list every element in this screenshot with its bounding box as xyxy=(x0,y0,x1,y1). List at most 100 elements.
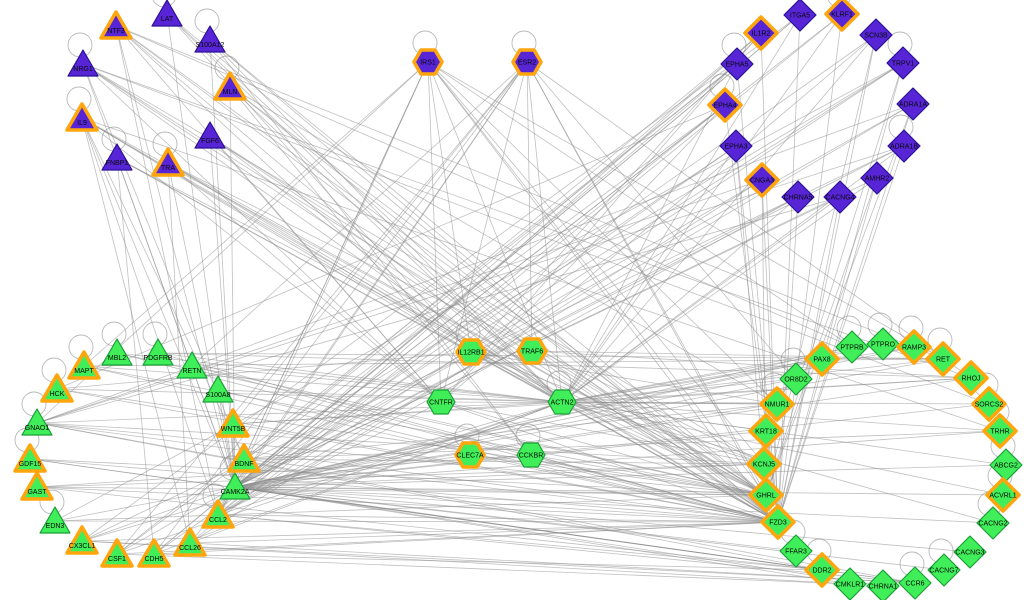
node-CLEC7A[interactable]: CLEC7A xyxy=(454,441,486,469)
purple-diamond-node-shape[interactable] xyxy=(707,87,743,123)
purple-diamond-node-shape[interactable] xyxy=(886,46,920,80)
node-CHRNA5[interactable]: CHRNA5 xyxy=(781,180,815,214)
node-RET[interactable]: RET xyxy=(925,341,961,377)
green-diamond-node-shape[interactable] xyxy=(925,341,961,377)
green-diamond-node-shape[interactable] xyxy=(779,534,813,568)
green-triangle-node-shape[interactable] xyxy=(201,499,235,529)
purple-triangle-node-shape[interactable] xyxy=(151,0,183,27)
node-CNGA3[interactable]: CNGA3 xyxy=(744,162,780,198)
green-diamond-node-shape[interactable] xyxy=(804,552,840,588)
node-EPHA3[interactable]: EPHA3 xyxy=(719,129,753,163)
green-diamond-node-shape[interactable] xyxy=(898,566,932,600)
green-triangle-node-shape[interactable] xyxy=(216,408,250,438)
purple-diamond-node-shape[interactable] xyxy=(744,162,780,198)
green-triangle-node-shape[interactable] xyxy=(13,443,47,473)
node-ACVRL1[interactable]: ACVRL1 xyxy=(985,477,1021,513)
purple-diamond-node-shape[interactable] xyxy=(823,180,857,214)
green-triangle-node-shape[interactable] xyxy=(219,472,251,500)
purple-triangle-node-shape[interactable] xyxy=(151,147,185,177)
purple-diamond-node-shape[interactable] xyxy=(824,0,860,32)
node-AMHR2[interactable]: AMHR2 xyxy=(860,161,894,195)
green-triangle-node-shape[interactable] xyxy=(21,408,53,436)
green-diamond-node-shape[interactable] xyxy=(989,448,1023,482)
node-CACNG3[interactable]: CACNG3 xyxy=(953,535,987,569)
green-triangle-node-shape[interactable] xyxy=(137,538,171,568)
purple-diamond-node-shape[interactable] xyxy=(743,15,779,51)
purple-triangle-node-shape[interactable] xyxy=(67,49,99,77)
green-triangle-node-shape[interactable] xyxy=(40,373,74,403)
green-triangle-node-shape[interactable] xyxy=(67,350,101,380)
green-diamond-node-shape[interactable] xyxy=(748,413,784,449)
green-hexagon-node-shape[interactable] xyxy=(426,389,456,415)
purple-diamond-node-shape[interactable] xyxy=(896,87,930,121)
green-triangle-node-shape[interactable] xyxy=(39,506,71,534)
purple-triangle-node-shape[interactable] xyxy=(213,71,247,101)
node-CCKBR[interactable]: CCKBR xyxy=(516,442,546,468)
green-hexagon-node-shape[interactable] xyxy=(516,337,548,365)
node-CHRNA1[interactable]: CHRNA1 xyxy=(866,569,900,600)
green-diamond-node-shape[interactable] xyxy=(804,341,840,377)
node-FGF6[interactable]: FGF6 xyxy=(194,121,226,149)
node-PAX8[interactable]: PAX8 xyxy=(804,341,840,377)
purple-diamond-node-shape[interactable] xyxy=(859,18,893,52)
node-SCN3B[interactable]: SCN3B xyxy=(859,18,893,52)
node-ABCG2[interactable]: ABCG2 xyxy=(989,448,1023,482)
node-TRPV1[interactable]: TRPV1 xyxy=(886,46,920,80)
purple-triangle-node-shape[interactable] xyxy=(101,143,133,171)
green-diamond-node-shape[interactable] xyxy=(953,360,989,396)
green-diamond-node-shape[interactable] xyxy=(866,569,900,600)
green-diamond-node-shape[interactable] xyxy=(976,506,1010,540)
green-diamond-node-shape[interactable] xyxy=(779,362,813,396)
node-FFAR3[interactable]: FFAR3 xyxy=(779,534,813,568)
green-diamond-node-shape[interactable] xyxy=(896,329,932,365)
green-triangle-node-shape[interactable] xyxy=(20,471,54,501)
purple-diamond-node-shape[interactable] xyxy=(719,129,753,163)
green-triangle-node-shape[interactable] xyxy=(173,527,207,557)
green-diamond-node-shape[interactable] xyxy=(971,386,1007,422)
green-diamond-node-shape[interactable] xyxy=(982,413,1018,449)
green-triangle-node-shape[interactable] xyxy=(202,375,234,403)
node-TRAF6[interactable]: TRAF6 xyxy=(516,337,548,365)
green-triangle-node-shape[interactable] xyxy=(100,538,134,568)
green-hexagon-node-shape[interactable] xyxy=(547,389,577,415)
purple-triangle-node-shape[interactable] xyxy=(65,102,99,132)
green-triangle-node-shape[interactable] xyxy=(176,351,208,379)
green-triangle-node-shape[interactable] xyxy=(65,525,99,555)
purple-diamond-node-shape[interactable] xyxy=(783,0,817,32)
node-PTPRO[interactable]: PTPRO xyxy=(866,327,900,361)
green-triangle-node-shape[interactable] xyxy=(101,338,133,366)
green-triangle-node-shape[interactable] xyxy=(142,338,174,366)
green-hexagon-node-shape[interactable] xyxy=(454,441,486,469)
green-diamond-node-shape[interactable] xyxy=(833,567,867,600)
purple-diamond-node-shape[interactable] xyxy=(887,129,921,163)
green-diamond-node-shape[interactable] xyxy=(866,327,900,361)
green-diamond-node-shape[interactable] xyxy=(927,553,961,587)
green-diamond-node-shape[interactable] xyxy=(748,477,784,513)
green-diamond-node-shape[interactable] xyxy=(953,535,987,569)
node-ITGA5[interactable]: ITGA5 xyxy=(783,0,817,32)
green-diamond-node-shape[interactable] xyxy=(985,477,1021,513)
node-ESR2[interactable]: ESR2 xyxy=(511,48,543,76)
node-IL1R2[interactable]: IL1R2 xyxy=(743,15,779,51)
green-diamond-node-shape[interactable] xyxy=(759,386,795,422)
purple-triangle-node-shape[interactable] xyxy=(194,25,226,53)
purple-diamond-node-shape[interactable] xyxy=(720,47,754,81)
purple-hexagon-node-shape[interactable] xyxy=(412,48,444,76)
purple-diamond-node-shape[interactable] xyxy=(781,180,815,214)
node-CX3CL1[interactable]: CX3CL1 xyxy=(65,525,99,555)
purple-triangle-node-shape[interactable] xyxy=(194,121,226,149)
node-IL12RB1[interactable]: IL12RB1 xyxy=(455,338,487,366)
node-CCR6[interactable]: CCR6 xyxy=(898,566,932,600)
node-KLRF1[interactable]: KLRF1 xyxy=(824,0,860,32)
node-NTF3[interactable]: NTF3 xyxy=(99,10,133,40)
green-hexagon-node-shape[interactable] xyxy=(455,338,487,366)
purple-diamond-node-shape[interactable] xyxy=(860,161,894,195)
node-CACNG7[interactable]: CACNG7 xyxy=(927,553,961,587)
green-triangle-node-shape[interactable] xyxy=(227,443,261,473)
node-IRS1[interactable]: IRS1 xyxy=(412,48,444,76)
green-hexagon-node-shape[interactable] xyxy=(516,442,546,468)
green-diamond-node-shape[interactable] xyxy=(835,330,869,364)
purple-triangle-node-shape[interactable] xyxy=(99,10,133,40)
green-diamond-node-shape[interactable] xyxy=(760,504,796,540)
purple-hexagon-node-shape[interactable] xyxy=(511,48,543,76)
